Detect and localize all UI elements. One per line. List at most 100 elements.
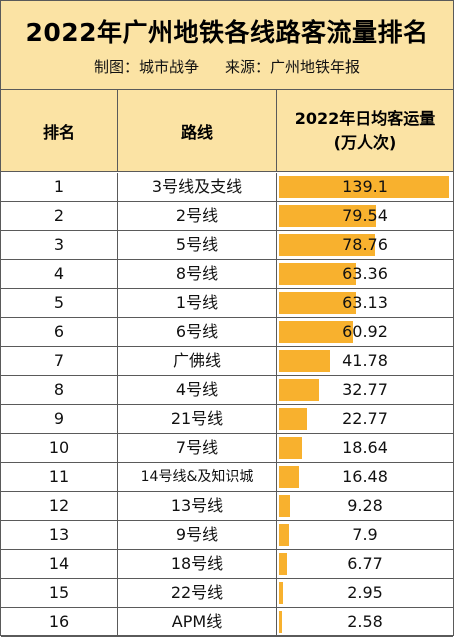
rank-cell: 3 xyxy=(1,231,118,259)
value-label: 60.92 xyxy=(342,322,388,341)
line-cell: 4号线 xyxy=(118,376,277,404)
data-bar xyxy=(279,176,449,198)
value-cell: 22.77 xyxy=(277,405,453,433)
data-bar xyxy=(279,350,331,372)
rank-cell: 8 xyxy=(1,376,118,404)
data-bar xyxy=(279,234,376,256)
table-row: 11 14号线&及知识城 16.48 xyxy=(1,463,453,492)
value-label: 32.77 xyxy=(342,380,388,399)
value-label: 18.64 xyxy=(342,438,388,457)
column-header-value: 2022年日均客运量 (万人次) xyxy=(277,90,453,172)
value-label: 63.13 xyxy=(342,293,388,312)
credit-text: 制图：城市战争 xyxy=(93,58,199,76)
line-cell: 21号线 xyxy=(118,405,277,433)
data-bar xyxy=(279,524,289,546)
data-bar xyxy=(279,292,357,314)
column-header-line: 路线 xyxy=(118,90,277,172)
rank-cell: 12 xyxy=(1,492,118,520)
chart-title: 2022年广州地铁各线路客流量排名 xyxy=(25,18,429,47)
data-bar xyxy=(279,408,307,430)
rank-cell: 1 xyxy=(1,173,118,201)
line-cell: 5号线 xyxy=(118,231,277,259)
data-bar xyxy=(279,321,354,343)
value-label: 16.48 xyxy=(342,467,388,486)
value-label: 139.1 xyxy=(342,177,388,196)
rank-cell: 5 xyxy=(1,289,118,317)
data-bar xyxy=(279,611,283,633)
chart-subtitle: 制图：城市战争 来源：广州地铁年报 xyxy=(1,56,453,77)
table-row: 14 18号线 6.77 xyxy=(1,550,453,579)
value-cell: 78.76 xyxy=(277,231,453,259)
rank-cell: 10 xyxy=(1,434,118,462)
value-label: 41.78 xyxy=(342,351,388,370)
value-cell: 32.77 xyxy=(277,376,453,404)
table-row: 2 2号线 79.54 xyxy=(1,202,453,231)
rank-cell: 9 xyxy=(1,405,118,433)
value-label: 22.77 xyxy=(342,409,388,428)
value-cell: 139.1 xyxy=(277,173,453,201)
line-cell: 22号线 xyxy=(118,579,277,607)
value-label: 2.58 xyxy=(347,612,383,631)
line-cell: 8号线 xyxy=(118,260,277,288)
value-cell: 60.92 xyxy=(277,318,453,346)
rank-cell: 14 xyxy=(1,550,118,578)
value-cell: 2.95 xyxy=(277,579,453,607)
table-row: 7 广佛线 41.78 xyxy=(1,347,453,376)
data-bar xyxy=(279,466,300,488)
source-text: 来源：广州地铁年报 xyxy=(225,58,361,76)
value-cell: 6.77 xyxy=(277,550,453,578)
table-row: 12 13号线 9.28 xyxy=(1,492,453,521)
value-cell: 79.54 xyxy=(277,202,453,230)
value-label: 9.28 xyxy=(347,496,383,515)
data-bar xyxy=(279,205,377,227)
table-row: 3 5号线 78.76 xyxy=(1,231,453,260)
value-label: 7.9 xyxy=(352,525,378,544)
line-cell: APM线 xyxy=(118,608,277,636)
value-cell: 9.28 xyxy=(277,492,453,520)
value-label: 2.95 xyxy=(347,583,383,602)
table-row: 4 8号线 63.36 xyxy=(1,260,453,289)
rank-cell: 13 xyxy=(1,521,118,549)
column-header-rank: 排名 xyxy=(1,90,118,172)
data-bar xyxy=(279,263,357,285)
value-cell: 63.13 xyxy=(277,289,453,317)
line-cell: 14号线&及知识城 xyxy=(118,463,277,491)
line-cell: 广佛线 xyxy=(118,347,277,375)
value-cell: 18.64 xyxy=(277,434,453,462)
table-row: 16 APM线 2.58 xyxy=(1,608,453,637)
value-cell: 41.78 xyxy=(277,347,453,375)
value-cell: 2.58 xyxy=(277,608,453,636)
table-row: 5 1号线 63.13 xyxy=(1,289,453,318)
rank-cell: 7 xyxy=(1,347,118,375)
value-cell: 7.9 xyxy=(277,521,453,549)
table-row: 13 9号线 7.9 xyxy=(1,521,453,550)
column-header-value-line2: (万人次) xyxy=(333,132,397,152)
rank-cell: 4 xyxy=(1,260,118,288)
data-bar xyxy=(279,582,283,604)
table-row: 15 22号线 2.95 xyxy=(1,579,453,608)
rank-cell: 11 xyxy=(1,463,118,491)
table-row: 10 7号线 18.64 xyxy=(1,434,453,463)
line-cell: 2号线 xyxy=(118,202,277,230)
rank-cell: 15 xyxy=(1,579,118,607)
line-cell: 1号线 xyxy=(118,289,277,317)
value-cell: 63.36 xyxy=(277,260,453,288)
value-label: 63.36 xyxy=(342,264,388,283)
rank-cell: 2 xyxy=(1,202,118,230)
data-bar xyxy=(279,495,291,517)
table-row: 6 6号线 60.92 xyxy=(1,318,453,347)
data-bar xyxy=(279,553,288,575)
column-header-value-line1: 2022年日均客运量 xyxy=(294,108,436,128)
line-cell: 7号线 xyxy=(118,434,277,462)
table-row: 9 21号线 22.77 xyxy=(1,405,453,434)
rank-cell: 6 xyxy=(1,318,118,346)
data-bar xyxy=(279,379,320,401)
value-label: 6.77 xyxy=(347,554,383,573)
line-cell: 3号线及支线 xyxy=(118,173,277,201)
value-label: 78.76 xyxy=(342,235,388,254)
line-cell: 6号线 xyxy=(118,318,277,346)
data-bar xyxy=(279,437,302,459)
line-cell: 13号线 xyxy=(118,492,277,520)
title-band: 2022年广州地铁各线路客流量排名 制图：城市战争 来源：广州地铁年报 xyxy=(1,1,453,90)
